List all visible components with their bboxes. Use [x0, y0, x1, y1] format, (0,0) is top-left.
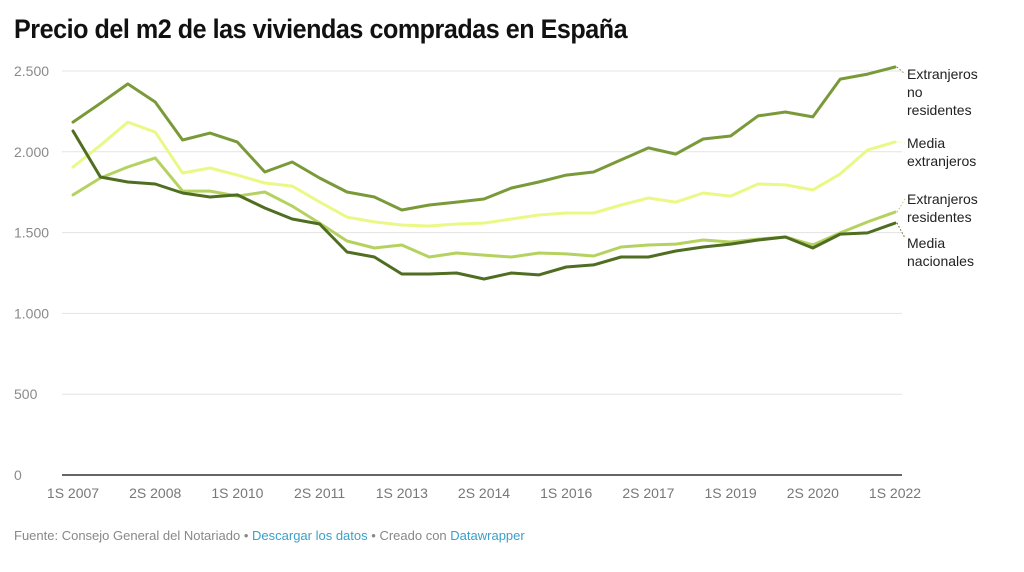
x-tick-label: 2S 2008 — [129, 485, 181, 501]
created-with-text: Creado con — [379, 528, 447, 543]
x-tick-label: 2S 2020 — [787, 485, 839, 501]
datawrapper-link[interactable]: Datawrapper — [450, 528, 525, 543]
x-tick-label: 2S 2011 — [294, 485, 345, 501]
series-line-media-nacionales — [71, 129, 897, 281]
x-tick-label: 2S 2014 — [458, 485, 510, 501]
series-label: Media — [907, 235, 945, 251]
y-tick-label: 1.000 — [14, 305, 49, 321]
series-label: residentes — [907, 102, 972, 118]
series-label: residentes — [907, 209, 972, 225]
series-line-media-extranjeros — [71, 120, 897, 228]
series-line-extranjeros-no-residentes — [71, 65, 897, 212]
label-connector — [896, 66, 906, 75]
x-tick-label: 1S 2022 — [869, 485, 921, 501]
series-label: Extranjeros — [907, 66, 978, 82]
series-lines — [71, 65, 897, 281]
y-tick-label: 0 — [14, 467, 22, 483]
y-tick-label: 2.000 — [14, 144, 49, 160]
separator: • — [371, 528, 376, 543]
x-tick-label: 2S 2017 — [622, 485, 674, 501]
chart-title: Precio del m2 de las viviendas compradas… — [14, 14, 628, 44]
y-tick-label: 2.500 — [14, 63, 49, 79]
series-label: no — [907, 84, 923, 100]
x-tick-label: 1S 2007 — [47, 485, 99, 501]
series-labels: Extranjeros no residentes Media extranjeros E… — [896, 66, 978, 269]
download-data-link[interactable]: Descargar los datos — [252, 528, 368, 543]
label-connector — [896, 222, 906, 239]
x-axis: 1S 2007 2S 2008 1S 2010 2S 2011 1S 2013 2S 20… — [47, 485, 921, 501]
series-label: nacionales — [907, 253, 974, 269]
y-axis: 0 500 1.000 1.500 2.000 2.500 — [14, 63, 49, 483]
x-tick-label: 1S 2013 — [376, 485, 428, 501]
y-tick-label: 1.500 — [14, 225, 49, 241]
series-label: Extranjeros — [907, 191, 978, 207]
x-tick-label: 1S 2016 — [540, 485, 592, 501]
series-line-extranjeros-residentes — [71, 156, 897, 259]
y-tick-label: 500 — [14, 386, 38, 402]
source-text: Fuente: Consejo General del Notariado — [14, 528, 241, 543]
x-tick-label: 1S 2010 — [211, 485, 263, 501]
label-connector — [896, 141, 906, 144]
footer: Fuente: Consejo General del Notariado • … — [14, 528, 525, 543]
series-label: extranjeros — [907, 153, 976, 169]
separator: • — [243, 528, 249, 543]
x-tick-label: 1S 2019 — [705, 485, 757, 501]
gridlines — [62, 70, 902, 476]
label-connector — [896, 198, 906, 213]
series-label: Media — [907, 135, 945, 151]
